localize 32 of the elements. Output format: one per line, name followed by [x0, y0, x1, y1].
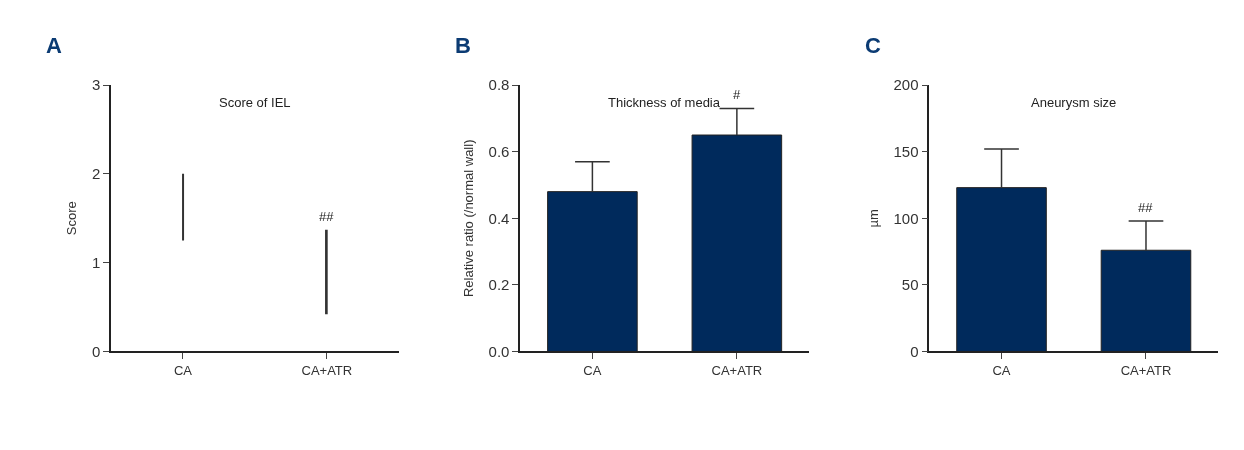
y-tick-label: 0 — [91, 342, 101, 360]
x-tick-label: CA — [173, 362, 193, 378]
y-tick-label: 0.0 — [488, 342, 510, 360]
text: B — [455, 33, 471, 58]
y-tick-label: 0.4 — [488, 209, 510, 227]
text: C — [865, 33, 881, 58]
y-tick-label: 0.2 — [488, 276, 510, 294]
annotation: # — [733, 87, 741, 102]
y-tick-label: 0.6 — [488, 142, 510, 160]
y-axis-title: Score — [64, 201, 80, 236]
y-tick-label: 2 — [91, 165, 101, 183]
x-tick-label: CA+ATR — [1120, 362, 1172, 378]
x-tick-label: CA — [992, 362, 1011, 378]
y-axis-title: Relative ratio (/normal wall) — [461, 139, 477, 298]
text: Aneurysm size — [1031, 95, 1117, 110]
y-tick-label: 3 — [91, 76, 101, 94]
y-tick-label: 50 — [901, 276, 919, 294]
annotation: ## — [1138, 200, 1154, 215]
y-tick-label: 1 — [91, 253, 101, 271]
y-tick-label: 0.8 — [488, 76, 510, 94]
text: A — [46, 33, 62, 58]
text: Thickness of media — [608, 95, 721, 110]
y-tick-label: 200 — [893, 76, 919, 94]
y-tick-label: 100 — [893, 209, 919, 227]
x-tick-label: CA — [583, 362, 602, 378]
y-tick-label: 150 — [893, 142, 919, 160]
text: Score of IEL — [219, 95, 291, 110]
annotation: ## — [319, 209, 335, 224]
y-axis-title: µm — [865, 209, 881, 228]
y-tick-label: 0 — [910, 342, 919, 360]
x-tick-label: CA+ATR — [301, 362, 353, 378]
x-tick-label: CA+ATR — [711, 362, 763, 378]
